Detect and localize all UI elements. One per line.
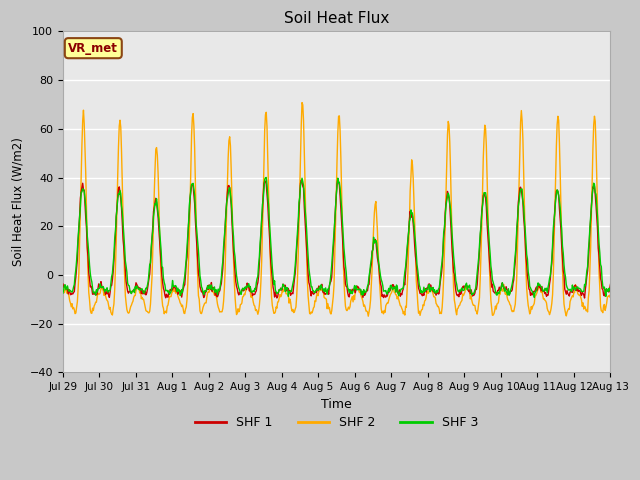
Text: VR_met: VR_met — [68, 42, 118, 55]
Y-axis label: Soil Heat Flux (W/m2): Soil Heat Flux (W/m2) — [11, 137, 24, 266]
X-axis label: Time: Time — [321, 398, 352, 411]
Legend: SHF 1, SHF 2, SHF 3: SHF 1, SHF 2, SHF 3 — [190, 411, 483, 434]
Title: Soil Heat Flux: Soil Heat Flux — [284, 11, 389, 26]
